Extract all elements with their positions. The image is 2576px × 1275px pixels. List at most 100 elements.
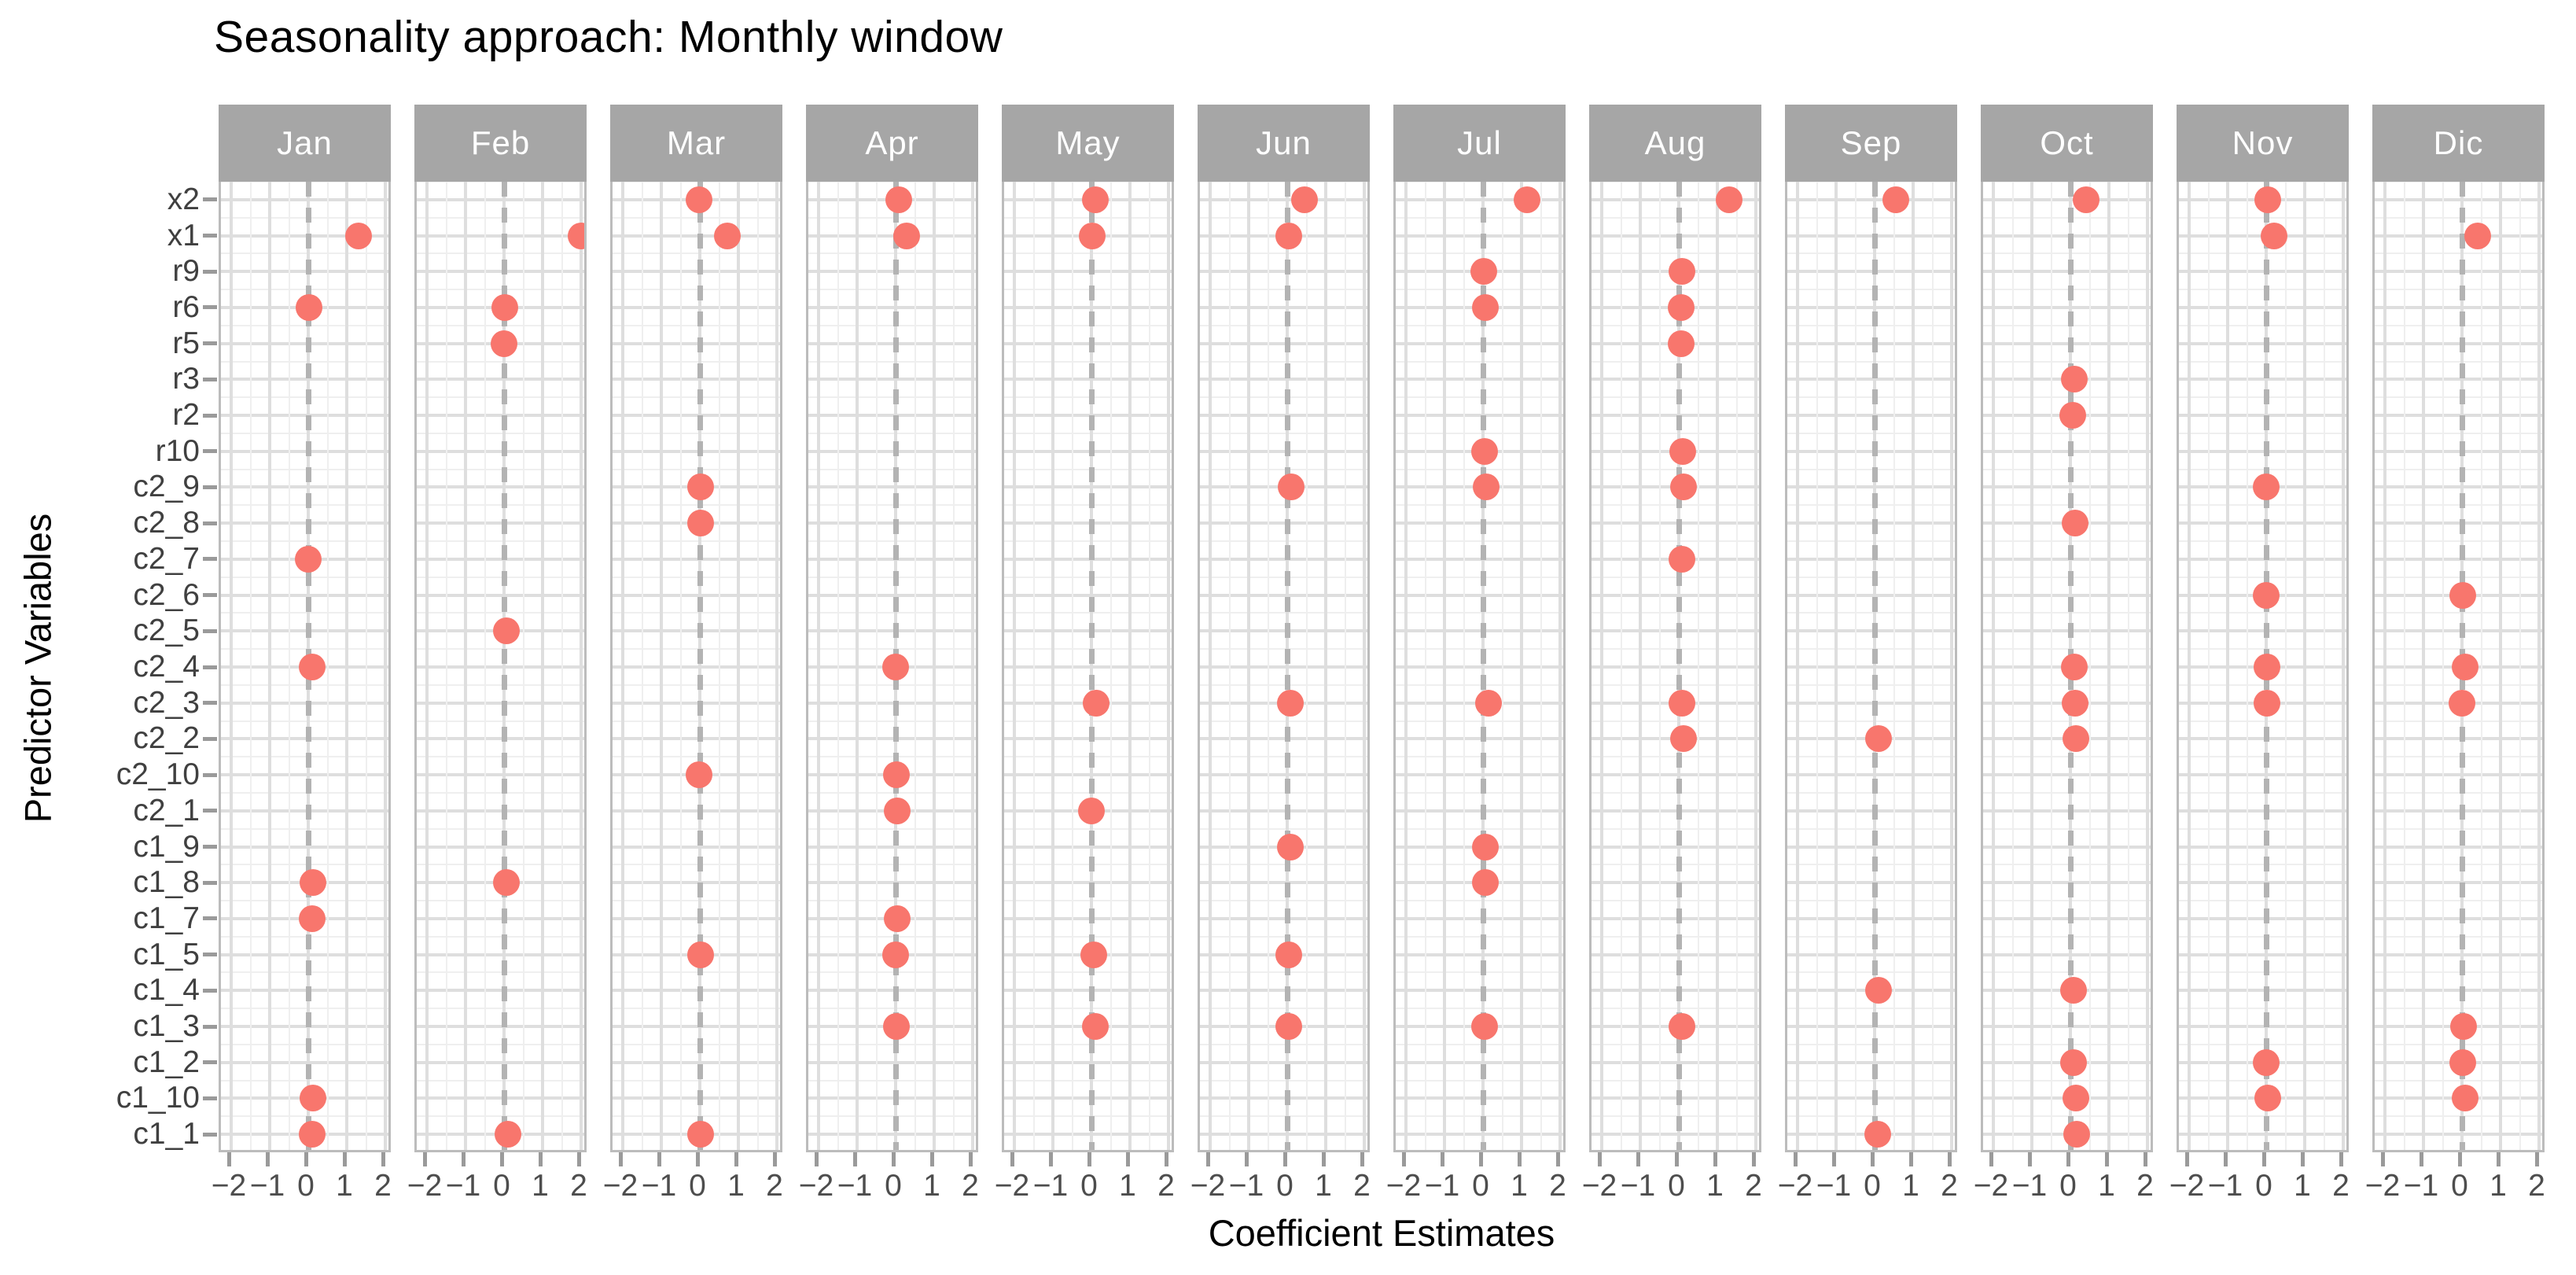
x-tick-label: −1 <box>1228 1169 1264 1203</box>
gridline-h-minor <box>1200 720 1367 722</box>
gridline-h-major <box>417 593 584 597</box>
gridline-h-minor <box>221 360 388 363</box>
gridline-h-minor <box>2179 827 2346 830</box>
gridline-v-major <box>1992 182 1995 1150</box>
gridline-h-minor <box>417 324 584 326</box>
data-point-Jul-c1_8 <box>1471 869 1499 897</box>
gridline-h-major <box>1983 485 2151 489</box>
x-axis-tick <box>1087 1152 1091 1166</box>
gridline-h-major <box>417 953 584 956</box>
x-tick-label: 2 <box>374 1169 392 1203</box>
gridline-h-major <box>613 557 780 561</box>
gridline-h-major <box>2179 809 2346 813</box>
x-tick-label: −2 <box>994 1169 1030 1203</box>
gridline-v-minor <box>249 182 252 1150</box>
gridline-h-major <box>1787 1060 1955 1064</box>
gridline-h-major <box>2179 557 2346 561</box>
gridline-h-major <box>1787 305 1955 309</box>
gridline-h-minor <box>613 971 780 974</box>
gridline-v-major <box>1167 182 1170 1150</box>
gridline-h-major <box>808 521 976 525</box>
gridline-v-major <box>345 182 348 1150</box>
gridline-v-major <box>1834 182 1838 1150</box>
gridline-h-minor <box>1396 396 1563 399</box>
gridline-h-minor <box>2375 468 2542 470</box>
gridline-h-minor <box>1592 791 1759 794</box>
x-tick-label: 2 <box>570 1169 587 1203</box>
y-tick-label-c2_7: c2_7 <box>133 541 200 576</box>
gridline-v-major <box>1247 182 1250 1150</box>
gridline-h-major <box>1200 881 1367 885</box>
gridline-h-minor <box>2179 468 2346 470</box>
x-axis-title: Coefficient Estimates <box>1208 1212 1555 1254</box>
gridline-h-major <box>1004 378 1172 381</box>
gridline-h-minor <box>1200 1115 1367 1118</box>
gridline-v-minor <box>1071 182 1073 1150</box>
gridline-h-minor <box>2375 289 2542 291</box>
gridline-h-minor <box>2375 1043 2542 1045</box>
gridline-h-minor <box>1983 504 2151 507</box>
gridline-h-minor <box>1200 900 1367 902</box>
gridline-h-major <box>2179 1133 2346 1137</box>
gridline-h-minor <box>1983 612 2151 614</box>
gridline-h-minor <box>1592 540 1759 543</box>
gridline-h-minor <box>2179 864 2346 866</box>
gridline-h-minor <box>1396 1008 1563 1010</box>
gridline-h-minor <box>221 935 388 938</box>
x-tick-label: 1 <box>1511 1169 1528 1203</box>
gridline-h-major <box>221 234 388 238</box>
y-tick-label-c2_3: c2_3 <box>133 685 200 720</box>
x-tick-label: 0 <box>1080 1169 1098 1203</box>
gridline-h-minor <box>417 1008 584 1010</box>
data-point-Jan-r6 <box>296 293 323 321</box>
x-axis-tick <box>2457 1152 2462 1166</box>
gridline-h-major <box>221 341 388 345</box>
gridline-v-minor <box>2442 182 2444 1150</box>
gridline-h-minor <box>1004 864 1172 866</box>
gridline-h-minor <box>221 720 388 722</box>
gridline-h-major <box>2375 1133 2542 1137</box>
gridline-h-major <box>1396 737 1563 741</box>
y-axis-tick <box>203 628 217 633</box>
data-point-Feb-r6 <box>491 293 519 321</box>
gridline-h-minor <box>808 396 976 399</box>
gridline-h-minor <box>2375 935 2542 938</box>
gridline-h-minor <box>1200 324 1367 326</box>
gridline-h-minor <box>613 648 780 650</box>
gridline-h-major <box>221 953 388 956</box>
gridline-h-major <box>1592 665 1759 669</box>
gridline-h-major <box>1200 270 1367 274</box>
gridline-h-major <box>417 701 584 705</box>
gridline-h-major <box>417 485 584 489</box>
gridline-h-minor <box>1004 360 1172 363</box>
gridline-h-minor <box>221 1043 388 1045</box>
gridline-v-minor <box>1816 182 1818 1150</box>
gridline-h-major <box>2179 449 2346 453</box>
data-point-Mar-x2 <box>685 186 712 213</box>
gridline-h-major <box>1983 234 2151 238</box>
gridline-h-major <box>1787 773 1955 777</box>
gridline-h-major <box>613 1060 780 1064</box>
data-point-Jul-r6 <box>1472 293 1500 321</box>
x-axis-tick <box>814 1152 819 1166</box>
gridline-h-minor <box>808 791 976 794</box>
gridline-h-major <box>808 341 976 345</box>
y-axis-tick <box>203 845 217 849</box>
x-axis-tick <box>1517 1152 1522 1166</box>
gridline-h-minor <box>613 864 780 866</box>
gridline-h-minor <box>1004 1043 1172 1045</box>
x-axis-tick <box>499 1152 504 1166</box>
gridline-v-minor <box>2088 182 2091 1150</box>
gridline-h-minor <box>808 756 976 758</box>
gridline-h-major <box>1592 378 1759 381</box>
gridline-h-major <box>1004 270 1172 274</box>
gridline-h-minor <box>417 504 584 507</box>
gridline-h-minor <box>1396 1043 1563 1045</box>
data-point-Apr-x2 <box>885 186 912 213</box>
data-point-Jan-c1_10 <box>299 1085 326 1112</box>
x-tick-label: 2 <box>2528 1169 2545 1203</box>
gridline-h-minor <box>1004 827 1172 830</box>
gridline-h-minor <box>808 720 976 722</box>
y-tick-label-r6: r6 <box>172 289 200 324</box>
